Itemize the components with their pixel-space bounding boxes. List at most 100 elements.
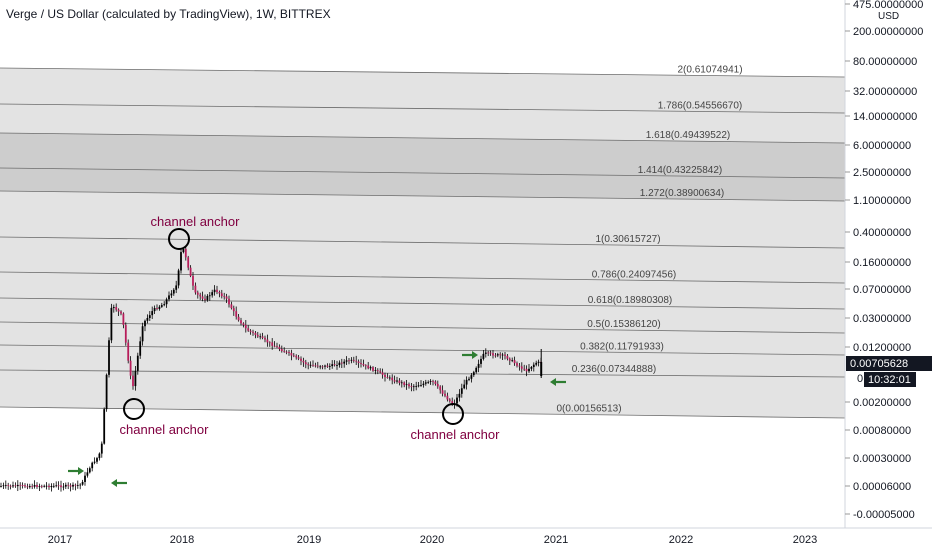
candle-body [484, 352, 487, 354]
candle-body [398, 380, 401, 383]
candle-body [160, 305, 163, 307]
candle-body [139, 341, 142, 356]
candle-body [376, 370, 379, 372]
arrow-head [472, 351, 478, 359]
anchor-circle [442, 403, 464, 425]
fib-band [0, 168, 845, 201]
candle-body [388, 377, 391, 379]
arrow-head [78, 467, 84, 475]
candle-body [396, 380, 398, 382]
candle-body [429, 381, 432, 382]
candle-body [412, 386, 415, 388]
candle-body [304, 362, 307, 365]
candle-body [492, 353, 494, 356]
candle-body [384, 374, 386, 378]
candle-body [136, 355, 139, 371]
candle-body [91, 462, 94, 469]
candle-body [117, 309, 120, 312]
fib-band [0, 191, 845, 248]
candle-body [50, 485, 53, 488]
candle-body [338, 362, 341, 366]
candle-body [84, 475, 86, 482]
candle-body [76, 485, 79, 486]
candle-body [151, 311, 154, 316]
candle-body [0, 485, 2, 487]
fib-line [0, 190, 846, 202]
candle-body [127, 342, 130, 361]
candle-body [187, 257, 190, 268]
candle-body [48, 485, 50, 488]
candle-body [448, 399, 451, 402]
price-candles [0, 246, 543, 492]
candle-body [100, 443, 103, 454]
candle-body [451, 401, 454, 405]
candle-body [504, 354, 506, 356]
candle-body [266, 339, 269, 343]
candle-body [439, 386, 442, 391]
candle-body [228, 298, 230, 305]
candle-body [408, 384, 410, 387]
candle-body [309, 364, 312, 366]
fib-band [0, 370, 845, 418]
candle-body [112, 307, 115, 308]
candle-body [333, 364, 336, 366]
candle-body [204, 298, 206, 301]
price-axis[interactable]: 475.00000000 200.00000000 80.00000000 32.00… [845, 0, 923, 521]
candle-body [33, 484, 36, 487]
candle-body [340, 362, 343, 364]
candle-body [513, 360, 516, 364]
candle-body [326, 365, 329, 367]
candle-body [4, 484, 7, 486]
candle-body [276, 346, 278, 347]
candle-body [518, 365, 521, 367]
candle-body [199, 294, 202, 297]
candle-body [482, 353, 485, 359]
anchor-label: channel anchor [411, 427, 501, 442]
candle-body [336, 365, 338, 366]
candle-body [9, 485, 12, 487]
fib-band [0, 68, 845, 113]
candle-body [26, 486, 29, 488]
candle-body [108, 340, 110, 375]
candle-body [410, 386, 413, 388]
fib-level-label: 1.786(0.54556670) [658, 100, 743, 111]
candle-body [499, 354, 502, 356]
fib-line [0, 297, 846, 310]
candle-body [163, 304, 166, 306]
candle-body [280, 348, 283, 352]
candle-body [67, 484, 70, 486]
candle-body [316, 365, 319, 367]
candle-body [434, 381, 437, 384]
candle-body [247, 328, 250, 331]
candle-body [120, 311, 122, 314]
time-axis[interactable]: 2017 2018 2019 2020 2021 2022 2023 [48, 534, 817, 546]
candle-body [28, 486, 31, 488]
time-tick-label: 2023 [793, 534, 817, 546]
candle-body [184, 248, 187, 258]
candle-body [232, 308, 235, 312]
candle-body [489, 352, 492, 354]
price-tick-label: 2.50000000 [853, 167, 911, 179]
candle-body [403, 382, 406, 385]
candle-body [98, 453, 101, 459]
candle-body [352, 359, 355, 361]
candle-body [343, 361, 346, 364]
candle-body [520, 366, 523, 369]
candle-body [141, 326, 144, 342]
candle-body [124, 324, 127, 343]
price-tick-label: 32.00000000 [853, 86, 917, 98]
candle-body [19, 484, 22, 486]
candle-body [540, 362, 543, 376]
candle-body [132, 375, 134, 387]
candle-body [321, 366, 324, 368]
candle-body [295, 355, 298, 358]
candle-body [312, 364, 314, 366]
price-tick-label: 0.40000000 [853, 227, 911, 239]
candle-body [350, 359, 353, 361]
candle-body [480, 358, 482, 364]
candle-body [31, 486, 34, 487]
candle-body [189, 267, 192, 276]
anchor-circle [168, 228, 190, 250]
candle-body [424, 382, 427, 384]
